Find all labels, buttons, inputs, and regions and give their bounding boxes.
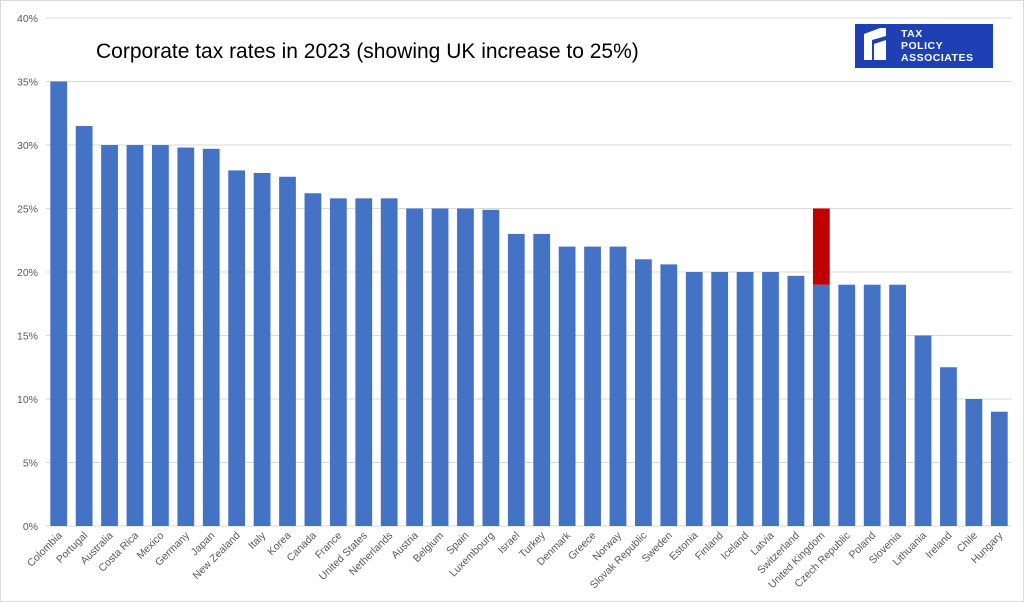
- bar-uk-increase: [812, 208, 830, 285]
- logo-text-line1: TAX: [901, 28, 923, 40]
- bar-poland: [863, 284, 881, 526]
- bar-costa-rica: [126, 145, 144, 526]
- bar-netherlands: [380, 198, 398, 526]
- bar-slovak-republic: [635, 259, 652, 526]
- bar-italy: [253, 172, 271, 526]
- bar-belgium: [431, 208, 449, 526]
- y-tick-label: 30%: [17, 140, 38, 152]
- bar-korea: [279, 176, 296, 526]
- bar-sweden: [660, 264, 678, 526]
- y-tick-label: 20%: [17, 267, 38, 279]
- bar-turkey: [533, 233, 551, 526]
- bar-new-zealand: [228, 170, 246, 526]
- bar-japan: [202, 148, 220, 526]
- bar-germany: [177, 147, 195, 527]
- bar-denmark: [558, 246, 576, 526]
- logo-text-line3: ASSOCIATES: [901, 52, 973, 64]
- bar-australia: [101, 145, 118, 526]
- bar-greece: [584, 246, 601, 526]
- bar-latvia: [762, 272, 779, 526]
- y-tick-label: 10%: [17, 394, 38, 406]
- bar-switzerland: [787, 275, 805, 526]
- bar-slovenia: [889, 284, 906, 526]
- bar-luxembourg: [482, 209, 500, 526]
- bar-canada: [304, 193, 322, 526]
- tax-policy-associates-logo: TAX POLICY ASSOCIATES: [855, 24, 993, 68]
- y-tick-label: 40%: [17, 13, 38, 25]
- bar-estonia: [685, 272, 703, 526]
- bar-spain: [457, 208, 474, 526]
- bar-austria: [406, 208, 423, 526]
- bar-france: [329, 198, 347, 526]
- y-tick-label: 0%: [23, 521, 38, 533]
- y-tick-label: 35%: [17, 77, 38, 89]
- bar-mexico: [152, 145, 169, 526]
- bar-colombia: [50, 81, 68, 526]
- logo-text-line2: POLICY: [901, 40, 943, 52]
- bar-lithuania: [914, 335, 932, 526]
- bar-ireland: [940, 367, 957, 526]
- x-tick-label: Iceland: [719, 530, 752, 563]
- bar-finland: [711, 272, 729, 526]
- bars: [50, 81, 1008, 527]
- bar-united-states: [355, 198, 373, 526]
- bar-united-kingdom: [812, 284, 830, 526]
- x-tick-label: Ireland: [923, 530, 954, 561]
- bar-israel: [507, 233, 525, 526]
- y-tick-label: 15%: [17, 331, 38, 343]
- bar-iceland: [736, 272, 754, 526]
- bar-hungary: [990, 411, 1008, 526]
- y-tick-label: 25%: [17, 204, 38, 216]
- bar-chile: [965, 399, 983, 526]
- y-axis-tick-labels: 0% 5% 10% 15% 20% 25% 30% 35% 40%: [17, 13, 38, 533]
- bar-norway: [609, 246, 627, 526]
- y-tick-label: 5%: [23, 458, 38, 470]
- x-tick-label: Finland: [693, 530, 726, 563]
- bar-portugal: [75, 125, 93, 526]
- chart-title: Corporate tax rates in 2023 (showing UK …: [96, 40, 639, 63]
- bar-czech-republic: [838, 284, 856, 526]
- logo-mark-icon: [864, 28, 886, 60]
